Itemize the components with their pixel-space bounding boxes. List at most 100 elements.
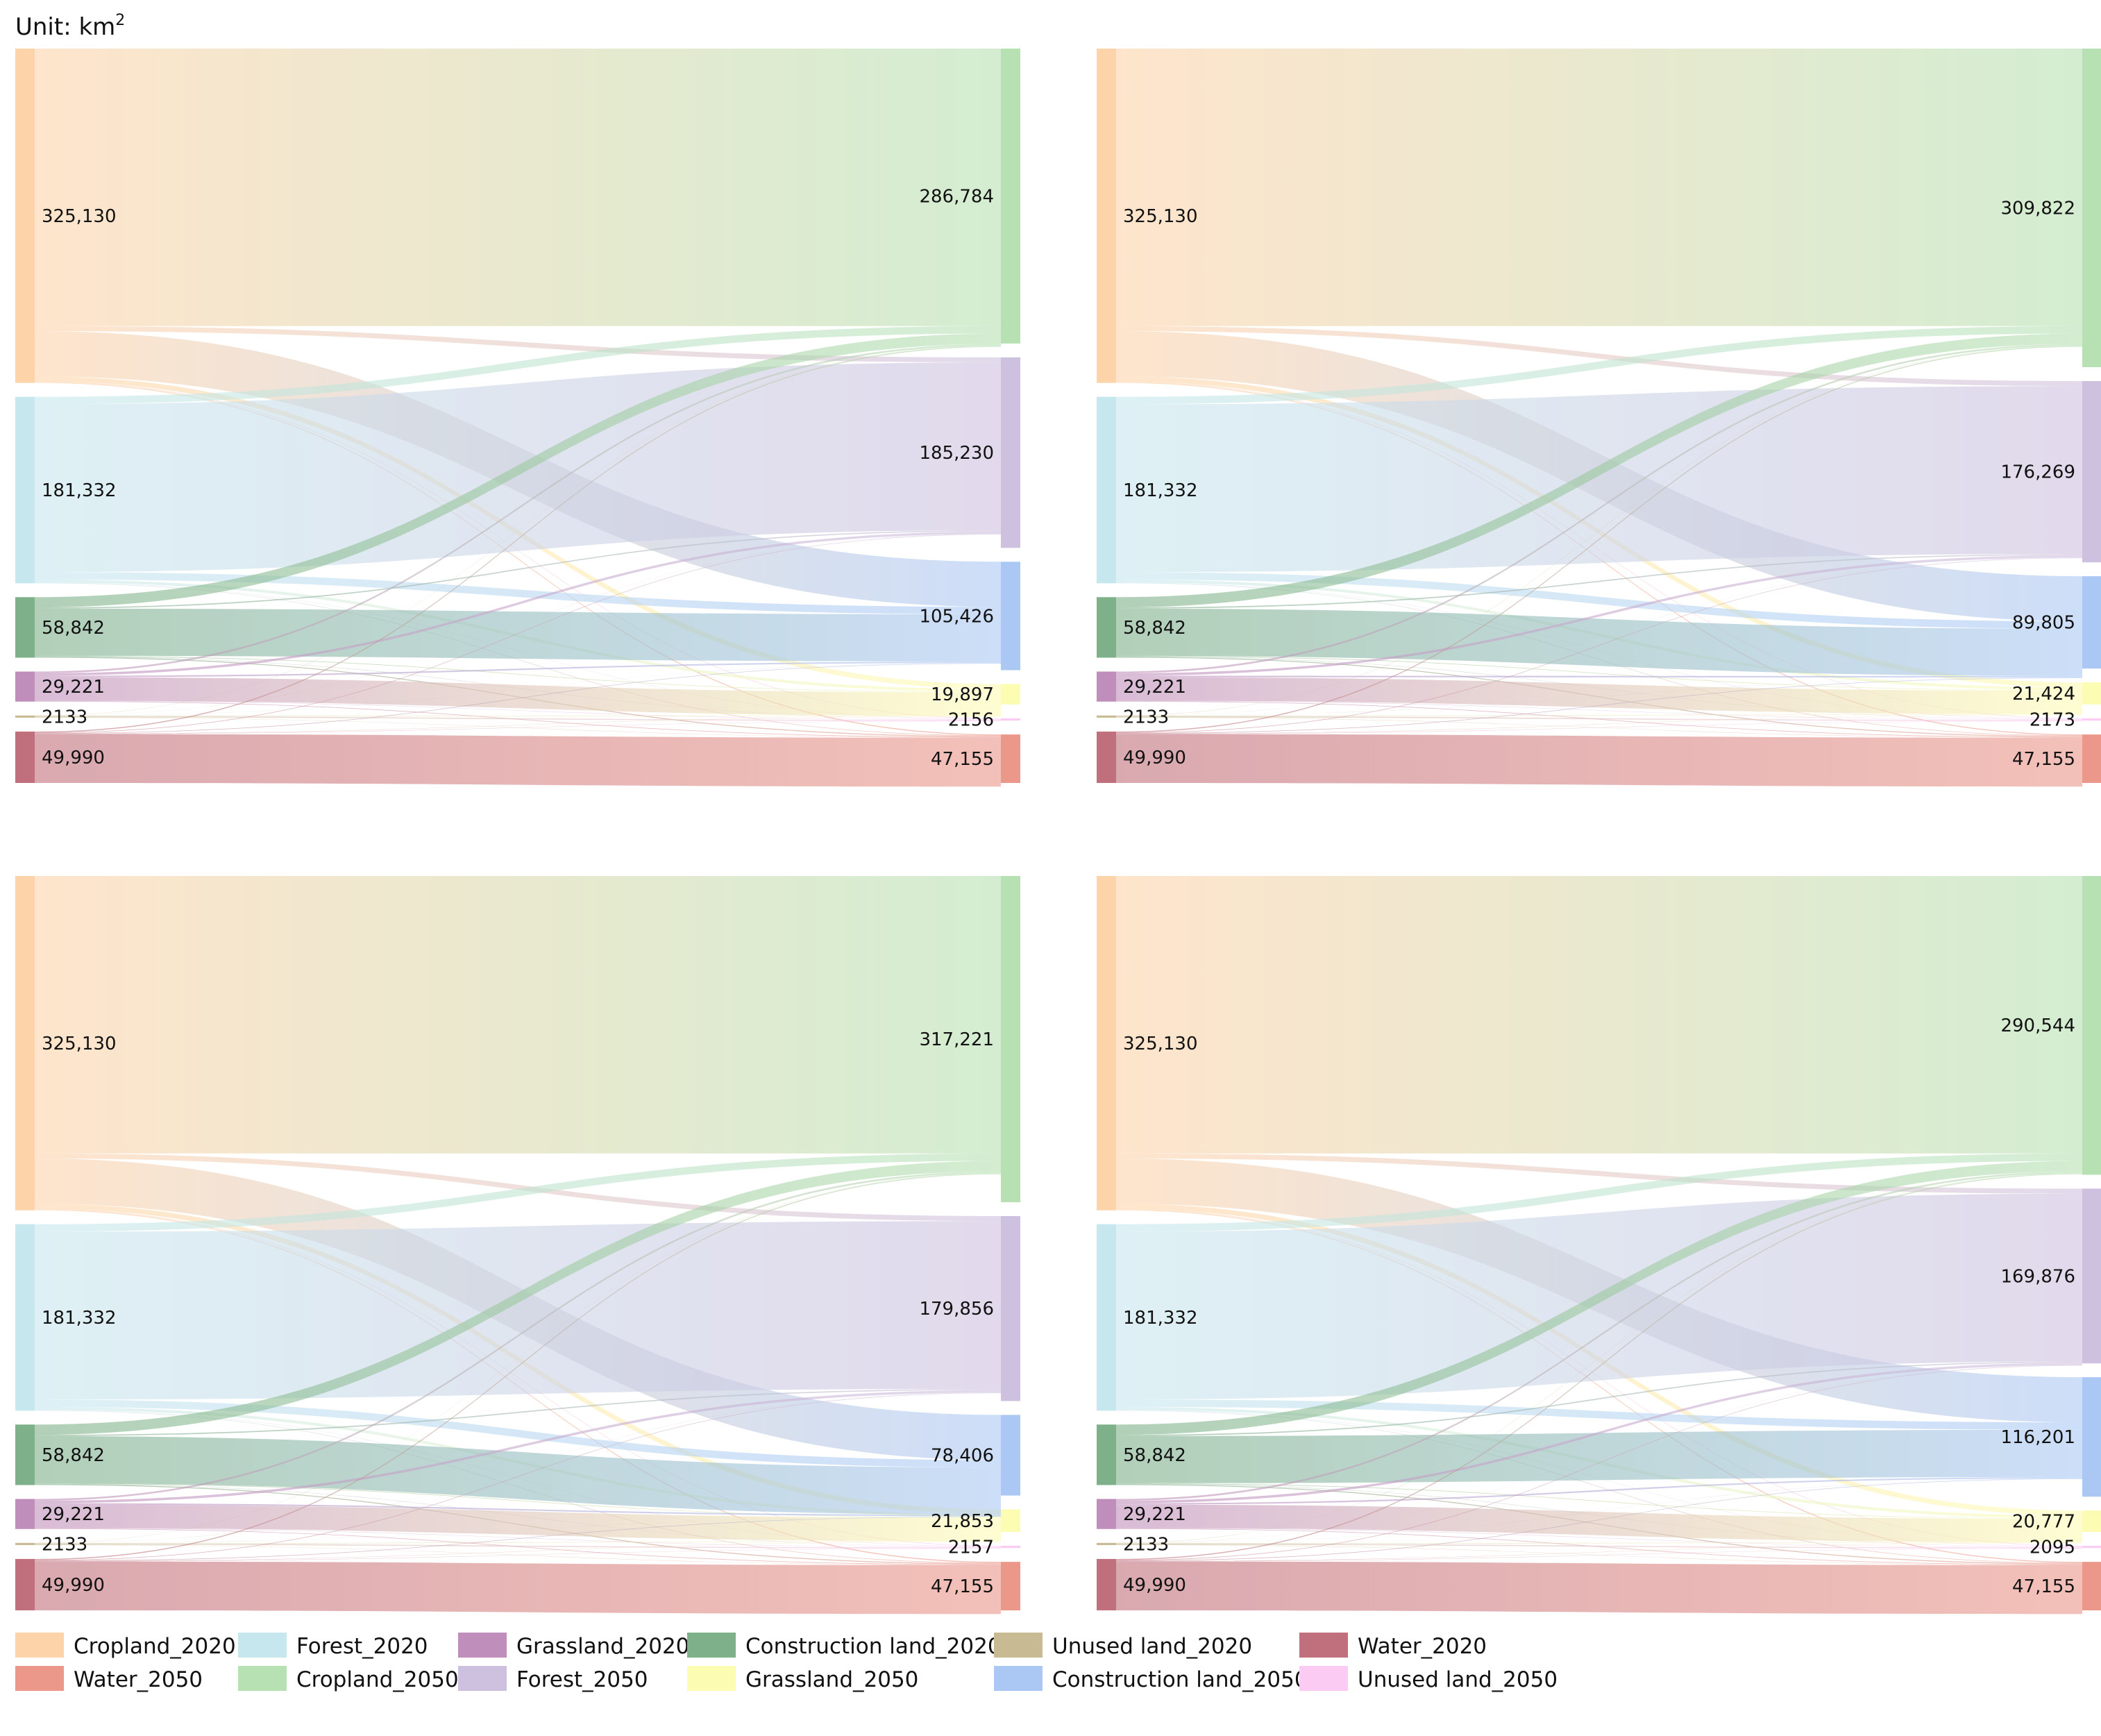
source-value-label: 58,842: [42, 618, 105, 639]
flow-water-to-cropland: [1116, 346, 2082, 733]
node-grassland-2050: [2082, 682, 2101, 705]
node-construction-land-2020: [15, 597, 35, 658]
target-value-label: 169,876: [2000, 1266, 2075, 1287]
flow-unused-land-to-cropland: [1116, 345, 2082, 716]
flow-water-to-grassland: [35, 716, 1001, 734]
flow-grassland-to-unused-land: [35, 1528, 1001, 1548]
flow-unused-land-to-unused-land: [1116, 716, 2082, 721]
flow-grassland-to-cropland: [35, 1171, 1001, 1501]
flow-cropland-to-cropland: [35, 876, 1001, 1154]
node-water-2050: [2082, 1562, 2101, 1610]
flow-grassland-to-cropland: [1116, 1171, 2082, 1501]
flow-grassland-to-forest: [35, 531, 1001, 676]
target-value-label: 309,822: [2000, 198, 2075, 219]
flow-water-to-grassland: [35, 1542, 1001, 1562]
legend-label: Unused land_2020: [1052, 1634, 1252, 1659]
source-value-label: 58,842: [1123, 1445, 1186, 1466]
flow-cropland-to-forest: [35, 1153, 1001, 1222]
flow-water-to-unused-land: [1116, 1548, 2082, 1562]
flow-grassland-to-cropland: [35, 344, 1001, 674]
flow-cropland-to-forest: [1116, 326, 2082, 387]
flow-grassland-to-construction-land: [1116, 1476, 2082, 1505]
flow-links: [1116, 876, 2082, 1615]
flow-water-to-water: [35, 1561, 1001, 1615]
source-value-label: 29,221: [1123, 1504, 1186, 1525]
node-unused-land-2050: [2082, 1546, 2101, 1549]
node-cropland-2050: [2082, 876, 2101, 1175]
flow-unused-land-to-construction-land: [1116, 677, 2082, 716]
flow-water-to-construction-land: [35, 663, 1001, 734]
source-value-label: 181,332: [42, 1308, 117, 1329]
flow-grassland-to-forest: [35, 1390, 1001, 1503]
source-value-label: 2133: [42, 707, 87, 727]
flow-water-to-construction-land: [35, 1516, 1001, 1561]
target-value-label: 185,230: [919, 443, 994, 464]
source-value-label: 2133: [42, 1534, 87, 1555]
legend-swatch: [458, 1633, 507, 1658]
target-value-label: 2095: [2030, 1537, 2075, 1558]
node-water-2020: [1097, 731, 1116, 783]
legend-swatch: [15, 1633, 64, 1658]
node-grassland-2050: [1001, 1509, 1020, 1532]
legend-label: Construction land_2050: [1052, 1667, 1308, 1692]
flow-unused-land-to-forest: [35, 534, 1001, 716]
flow-forest-to-construction-land: [35, 1399, 1001, 1468]
flow-unused-land-to-cropland: [35, 1172, 1001, 1544]
flow-grassland-to-unused-land: [1116, 1528, 2082, 1548]
flow-water-to-cropland: [35, 1173, 1001, 1560]
target-value-label: 105,426: [919, 606, 994, 627]
source-value-label: 325,130: [1123, 206, 1198, 227]
node-cropland-2020: [1097, 49, 1116, 383]
flow-construction-land-to-forest: [1116, 553, 2082, 609]
legend-label: Construction land_2020: [745, 1634, 1002, 1659]
node-cropland-2020: [1097, 876, 1116, 1211]
node-cropland-2050: [1001, 876, 1020, 1202]
flow-cropland-to-water: [1116, 1209, 2082, 1563]
legend-swatch: [238, 1633, 287, 1658]
target-value-label: 47,155: [2012, 749, 2075, 770]
flow-unused-land-to-construction-land: [35, 1516, 1001, 1544]
flow-unused-land-to-forest: [35, 1392, 1001, 1544]
flow-water-to-water: [35, 734, 1001, 787]
target-value-label: 47,155: [931, 749, 994, 770]
node-forest-2020: [15, 1224, 35, 1411]
node-water-2050: [1001, 734, 1020, 783]
target-value-label: 176,269: [2000, 462, 2075, 483]
flow-water-to-grassland: [1116, 1542, 2082, 1562]
unit-label: Unit: km2: [15, 12, 125, 41]
node-water-2050: [2082, 734, 2101, 783]
flow-forest-to-forest: [1116, 386, 2082, 573]
node-forest-2050: [2082, 1188, 2101, 1364]
legend-item-cropland-2050: Cropland_2050: [238, 1666, 459, 1692]
flow-water-to-grassland: [1116, 714, 2082, 734]
node-unused-land-2020: [1097, 715, 1116, 718]
flow-cropland-to-forest: [35, 326, 1001, 363]
node-grassland-2020: [1097, 671, 1116, 702]
legend-item-unused-land-2050: Unused land_2050: [1299, 1666, 1558, 1692]
sankey-panel-1: 325,130 181,332 58,842 29,221 2133 49,990 286,…: [15, 49, 1020, 787]
node-forest-2020: [1097, 1224, 1116, 1411]
sankey-panel-2: 325,130 181,332 58,842 29,221 2133 49,990 309,…: [1097, 49, 2101, 787]
legend-item-cropland-2020: Cropland_2020: [15, 1633, 236, 1659]
flow-construction-land-to-forest: [35, 530, 1001, 609]
flow-links: [35, 876, 1001, 1615]
node-grassland-2050: [2082, 1510, 2101, 1533]
flow-construction-land-to-construction-land: [35, 1435, 1001, 1515]
flow-water-to-forest: [1116, 1365, 2082, 1561]
legend-swatch: [1299, 1633, 1348, 1658]
flow-construction-land-to-grassland: [35, 655, 1001, 693]
flow-forest-to-water: [1116, 1410, 2082, 1564]
nodes: 325,130 181,332 58,842 29,221 2133 49,990 290,…: [1097, 876, 2101, 1610]
legend-item-grassland-2050: Grassland_2050: [687, 1666, 918, 1692]
legend-item-water-2020: Water_2020: [1299, 1633, 1487, 1659]
flow-water-to-forest: [35, 534, 1001, 734]
flow-construction-land-to-grassland: [1116, 655, 2082, 691]
target-value-label: 2173: [2030, 710, 2075, 731]
node-water-2020: [15, 731, 35, 783]
legend-label: Cropland_2020: [74, 1634, 236, 1659]
flow-water-to-forest: [35, 1392, 1001, 1561]
nodes: 325,130 181,332 58,842 29,221 2133 49,990 309,…: [1097, 49, 2101, 783]
node-cropland-2020: [15, 876, 35, 1211]
target-value-label: 290,544: [2000, 1016, 2075, 1036]
flow-forest-to-cropland: [35, 326, 1001, 405]
